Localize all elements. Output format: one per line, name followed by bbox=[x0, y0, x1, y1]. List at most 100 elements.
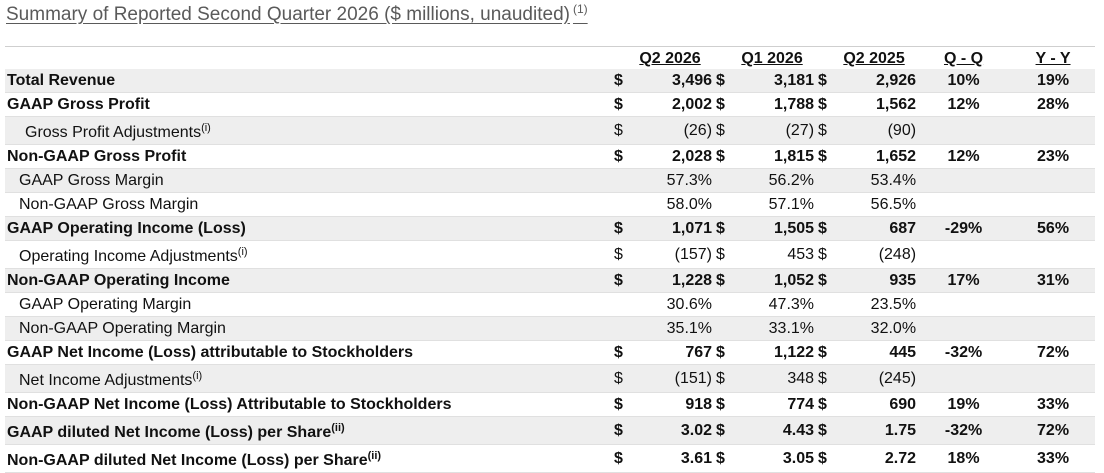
row-label-text: Total Revenue bbox=[7, 71, 116, 89]
currency-symbol: $ bbox=[814, 69, 845, 93]
value-q2-2025: (90) bbox=[844, 116, 917, 145]
table-row: GAAP diluted Net Income (Loss) per Share… bbox=[5, 416, 1096, 445]
value-y-y: 56% bbox=[1011, 216, 1096, 241]
value-y-y bbox=[1011, 292, 1096, 317]
footnote-marker: (i) bbox=[237, 246, 248, 258]
currency-symbol: $ bbox=[610, 116, 640, 145]
value-q2-2026: 58.0% bbox=[640, 192, 713, 217]
value-y-y bbox=[1011, 316, 1096, 341]
value-q2-2026: (26) bbox=[640, 116, 713, 145]
table-row: Gross Profit Adjustments(i) $ (26) $ (27) $ (9… bbox=[5, 116, 1096, 145]
currency-symbol: $ bbox=[610, 416, 640, 445]
value-y-y: 19% bbox=[1011, 69, 1096, 93]
value-q1-2026: 453 bbox=[742, 240, 815, 269]
title-divider bbox=[5, 46, 1095, 47]
value-q-q: 19% bbox=[916, 392, 1012, 417]
currency-symbol bbox=[610, 168, 640, 193]
row-label: GAAP Operating Margin bbox=[5, 292, 610, 317]
row-label-text: Operating Income Adjustments bbox=[19, 248, 238, 265]
value-q2-2025: 23.5% bbox=[844, 292, 917, 317]
header-q-q: Q - Q bbox=[943, 49, 984, 67]
value-q2-2025: 56.5% bbox=[844, 192, 917, 217]
value-y-y: 33% bbox=[1011, 444, 1096, 473]
row-label: GAAP Operating Income (Loss) bbox=[5, 216, 610, 241]
row-label: GAAP diluted Net Income (Loss) per Share… bbox=[5, 416, 610, 445]
value-y-y: 72% bbox=[1011, 340, 1096, 365]
financial-summary-table: Q2 2026 Q1 2026 Q2 2025 Q - Q Y - Y Tota… bbox=[5, 48, 1096, 473]
value-q-q: -29% bbox=[916, 216, 1012, 241]
table-row: GAAP Gross Margin 57.3% 56.2% 53.4% bbox=[5, 168, 1096, 193]
row-label-text: GAAP Operating Income (Loss) bbox=[7, 219, 246, 237]
row-label: Non-GAAP Gross Margin bbox=[5, 192, 610, 217]
currency-symbol: $ bbox=[814, 92, 845, 117]
header-q2-2025: Q2 2025 bbox=[843, 49, 905, 67]
title-footnote: (1) bbox=[572, 2, 588, 16]
footnote-marker: (i) bbox=[192, 370, 203, 382]
table-row: Net Income Adjustments(i) $ (151) $348 $ (245… bbox=[5, 364, 1096, 393]
table-header-row: Q2 2026 Q1 2026 Q2 2025 Q - Q Y - Y bbox=[5, 48, 1095, 69]
table-row: Non-GAAP Gross Margin 58.0% 57.1% 56.5% bbox=[5, 192, 1096, 217]
currency-symbol bbox=[712, 168, 743, 193]
currency-symbol: $ bbox=[610, 364, 640, 393]
currency-symbol: $ bbox=[712, 364, 743, 393]
row-label-text: Non-GAAP Operating Income bbox=[7, 271, 230, 289]
row-label-text: Non-GAAP Net Income (Loss) Attributable … bbox=[7, 395, 452, 413]
row-label: Operating Income Adjustments(i) bbox=[5, 240, 610, 269]
currency-symbol: $ bbox=[610, 69, 640, 93]
value-q1-2026: 348 bbox=[742, 364, 815, 393]
row-label-text: GAAP Gross Profit bbox=[7, 95, 150, 113]
table-row: GAAP Gross Profit $2,002 $1,788 $1,562 12% 28… bbox=[5, 92, 1096, 117]
row-label: GAAP Gross Profit bbox=[5, 92, 610, 117]
value-q-q: 12% bbox=[916, 144, 1012, 169]
currency-symbol: $ bbox=[610, 240, 640, 269]
currency-symbol: $ bbox=[712, 392, 743, 417]
value-q2-2026: 30.6% bbox=[640, 292, 713, 317]
row-label: Non-GAAP Net Income (Loss) Attributable … bbox=[5, 392, 610, 417]
currency-symbol: $ bbox=[712, 444, 743, 473]
value-q-q bbox=[916, 192, 1012, 217]
row-label: Net Income Adjustments(i) bbox=[5, 364, 610, 393]
table-row: Non-GAAP Gross Profit $2,028 $1,815 $1,652 1… bbox=[5, 144, 1096, 169]
value-q-q: 18% bbox=[916, 444, 1012, 473]
value-y-y: 28% bbox=[1011, 92, 1096, 117]
value-q2-2025: 935 bbox=[844, 268, 917, 293]
value-q2-2026: 3.02 bbox=[640, 416, 713, 445]
row-label-text: GAAP diluted Net Income (Loss) per Share bbox=[7, 424, 332, 441]
value-q2-2026: 1,228 bbox=[640, 268, 713, 293]
value-q2-2026: 767 bbox=[640, 340, 713, 365]
value-q2-2026: 57.3% bbox=[640, 168, 713, 193]
currency-symbol: $ bbox=[712, 116, 743, 145]
table-row: GAAP Operating Income (Loss) $1,071 $1,505… bbox=[5, 216, 1096, 241]
value-q2-2025: 445 bbox=[844, 340, 917, 365]
table-row: GAAP Operating Margin 30.6% 47.3% 23.5% bbox=[5, 292, 1096, 317]
footnote-marker: (i) bbox=[201, 122, 211, 134]
value-q2-2025: 53.4% bbox=[844, 168, 917, 193]
currency-symbol: $ bbox=[814, 416, 845, 445]
currency-symbol: $ bbox=[814, 268, 845, 293]
value-q2-2026: 2,028 bbox=[640, 144, 713, 169]
row-label: Non-GAAP Gross Profit bbox=[5, 144, 610, 169]
currency-symbol bbox=[814, 168, 845, 193]
value-q2-2026: 35.1% bbox=[640, 316, 713, 341]
value-q2-2025: 687 bbox=[844, 216, 917, 241]
currency-symbol: $ bbox=[610, 444, 640, 473]
value-q1-2026: 3.05 bbox=[742, 444, 815, 473]
value-y-y: 31% bbox=[1011, 268, 1096, 293]
value-q2-2025: 2.72 bbox=[844, 444, 917, 473]
table-row: Operating Income Adjustments(i) $ (157) $45… bbox=[5, 240, 1096, 269]
value-q2-2026: 3,496 bbox=[640, 69, 713, 93]
row-label-text: Non-GAAP Gross Margin bbox=[19, 195, 199, 213]
value-y-y: 23% bbox=[1011, 144, 1096, 169]
currency-symbol bbox=[814, 192, 845, 217]
footnote-marker: (ii) bbox=[331, 422, 345, 434]
currency-symbol: $ bbox=[712, 268, 743, 293]
currency-symbol: $ bbox=[712, 340, 743, 365]
table-row: Non-GAAP Operating Income $1,228 $1,052 $93… bbox=[5, 268, 1096, 293]
value-q-q: 10% bbox=[916, 69, 1012, 93]
title-text: Summary of Reported Second Quarter 2026 … bbox=[6, 4, 570, 25]
value-q-q: 17% bbox=[916, 268, 1012, 293]
value-q-q: 12% bbox=[916, 92, 1012, 117]
currency-symbol: $ bbox=[610, 144, 640, 169]
value-q1-2026: 33.1% bbox=[742, 316, 815, 341]
table-row: Non-GAAP Net Income (Loss) Attributable … bbox=[5, 392, 1096, 417]
